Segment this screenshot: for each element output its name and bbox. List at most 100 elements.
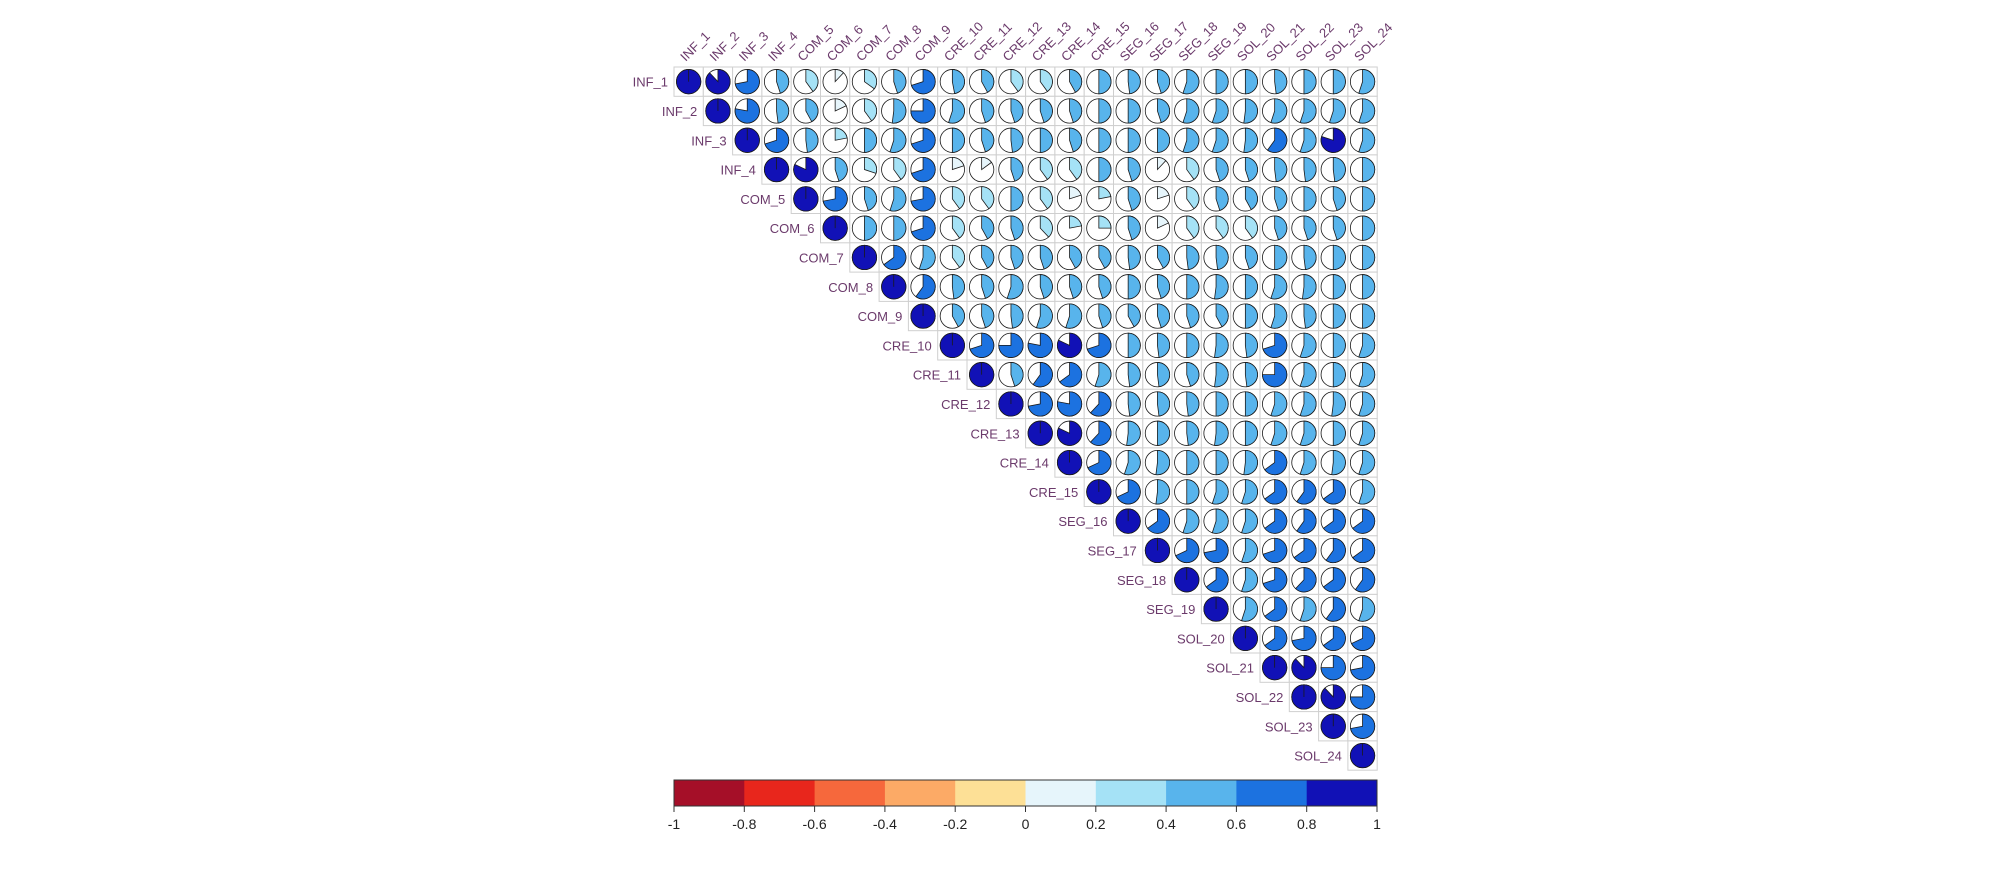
pie-mark	[969, 332, 995, 358]
pie-mark	[1301, 274, 1317, 300]
pie-mark	[1069, 215, 1082, 229]
pie-mark	[893, 215, 907, 241]
pie-mark	[864, 186, 878, 211]
pie-mark	[981, 69, 995, 93]
pie-mark	[1157, 274, 1171, 299]
pie-mark	[1098, 244, 1112, 269]
pie-mark	[1010, 303, 1024, 329]
pie-mark	[1299, 332, 1317, 358]
pie-mark	[1296, 508, 1317, 534]
pie-mark	[1243, 127, 1258, 153]
pie-mark	[1241, 537, 1258, 564]
pie-mark	[1186, 156, 1200, 180]
row-label: INF_1	[633, 75, 668, 90]
pie-mark	[1299, 127, 1317, 153]
row-label: SEG_16	[1058, 514, 1107, 529]
pie-mark	[981, 215, 995, 240]
pie-mark	[1299, 362, 1317, 388]
pie-mark	[1211, 508, 1229, 534]
column-label: INF_3	[736, 28, 772, 64]
pie-mark	[1264, 479, 1288, 505]
column-label: INF_4	[765, 28, 801, 64]
pie-mark	[1182, 508, 1200, 534]
colorbar-tick-label: 0.6	[1227, 816, 1247, 832]
row-label: SOL_23	[1265, 719, 1313, 734]
pie-mark	[805, 98, 819, 123]
pie-mark	[1157, 186, 1170, 200]
row-label: CRE_13	[970, 426, 1019, 441]
pie-mark	[1186, 420, 1200, 446]
pie-mark	[1270, 274, 1288, 300]
pie-mark	[1010, 98, 1024, 124]
pie-mark	[1010, 244, 1024, 270]
pie-mark	[1175, 537, 1200, 564]
pie-mark	[1056, 391, 1083, 417]
pie-mark	[1362, 156, 1376, 183]
pie-mark	[1069, 98, 1083, 124]
pie-mark	[1010, 69, 1024, 93]
pie-mark	[1299, 596, 1317, 622]
pie-mark	[1027, 332, 1053, 358]
pie-mark	[1299, 391, 1317, 417]
colorbar-tick-label: 0	[1022, 816, 1030, 832]
colorbar-segment	[884, 780, 956, 806]
pie-mark	[1262, 362, 1288, 388]
pie-mark	[1332, 420, 1346, 446]
pie-mark	[1244, 274, 1258, 300]
pie-mark	[1087, 449, 1112, 476]
pie-mark	[1332, 362, 1346, 388]
pie-mark	[1215, 244, 1229, 271]
pie-mark	[1264, 508, 1288, 534]
pie-mark	[981, 98, 995, 124]
pie-mark	[1123, 449, 1141, 476]
pie-mark	[1266, 127, 1288, 153]
pie-mark	[1127, 69, 1141, 95]
pie-mark	[893, 69, 907, 94]
pie-mark	[1214, 274, 1229, 300]
pie-mark	[1262, 567, 1288, 593]
pie-mark	[1241, 567, 1258, 593]
pie-mark	[1264, 596, 1288, 622]
pie-mark	[1296, 479, 1317, 505]
pie-mark	[1039, 69, 1053, 93]
pie-mark	[1295, 567, 1317, 593]
pie-mark	[1244, 332, 1258, 358]
pie-mark	[910, 69, 936, 95]
pie-mark	[1214, 362, 1229, 388]
pie-mark	[1157, 303, 1171, 329]
colorbar-segment	[1306, 780, 1378, 806]
pie-mark	[1039, 98, 1053, 124]
row-label: INF_2	[662, 104, 697, 119]
row-label: INF_3	[691, 133, 726, 148]
row-label: SOL_24	[1294, 749, 1342, 764]
pie-mark	[1320, 684, 1346, 710]
pie-mark	[1127, 156, 1141, 182]
pie-mark	[764, 127, 790, 153]
pie-mark	[1215, 69, 1229, 95]
pie-mark	[1039, 186, 1053, 210]
pie-mark	[1098, 156, 1112, 183]
pie-mark	[1215, 186, 1229, 211]
pie-mark	[1127, 186, 1141, 211]
pie-mark	[1362, 244, 1376, 271]
pie-mark	[1358, 127, 1376, 153]
pie-mark	[1116, 479, 1141, 505]
pie-mark	[1358, 596, 1376, 622]
pie-mark	[1010, 362, 1024, 387]
pie-mark	[1186, 274, 1200, 300]
pie-mark	[1155, 479, 1171, 505]
pie-mark	[1186, 332, 1200, 358]
pie-mark	[1157, 362, 1171, 388]
pie-mark	[1358, 391, 1376, 417]
pie-mark	[1274, 156, 1288, 183]
pie-mark	[918, 244, 936, 271]
pie-mark	[1274, 215, 1288, 241]
pie-mark	[1244, 186, 1258, 211]
colorbar-tick-label: 0.4	[1156, 816, 1176, 832]
pie-mark	[864, 98, 878, 122]
pie-mark	[1262, 537, 1288, 563]
pie-mark	[1157, 156, 1167, 171]
pie-mark	[1205, 567, 1229, 593]
pie-mark	[1155, 449, 1171, 476]
